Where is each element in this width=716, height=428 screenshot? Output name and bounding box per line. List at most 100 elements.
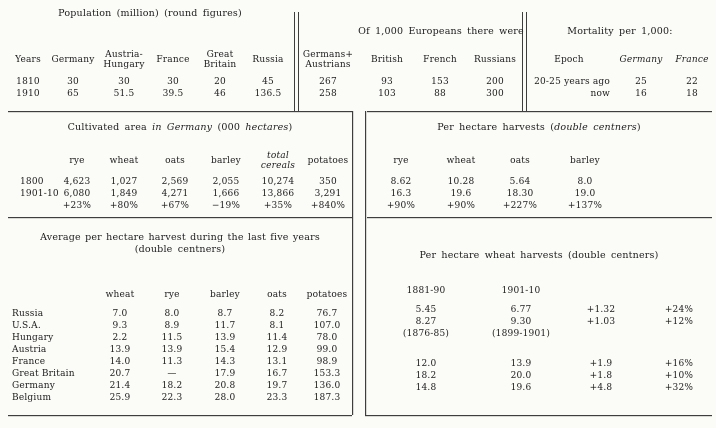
cell: 88 xyxy=(434,89,446,99)
cell: 45 xyxy=(262,77,274,87)
cell: 13.1 xyxy=(266,357,288,367)
cell xyxy=(556,328,646,340)
cell: 19.0 xyxy=(574,189,596,199)
column-header: 1901-10 xyxy=(501,286,541,296)
cell: 4,623 xyxy=(63,177,91,187)
cell: Belgium xyxy=(12,393,52,403)
cell: 30 xyxy=(167,77,179,87)
table-row: 18.2 20.0 +1.8 +10% xyxy=(366,370,712,382)
cell: 7.0 xyxy=(112,309,128,319)
cell: 15.4 xyxy=(214,345,236,355)
cell: 20.7 xyxy=(109,369,131,379)
cell: +840% xyxy=(310,201,346,211)
cell: 10,274 xyxy=(261,177,295,187)
cell: 46 xyxy=(214,89,226,99)
column-header: oats xyxy=(510,156,530,166)
cell: 1901-10 xyxy=(20,189,59,199)
horizontal-rule xyxy=(8,217,352,218)
cell: 16 xyxy=(635,89,647,99)
column-header: wheat xyxy=(109,156,139,166)
cell xyxy=(8,200,56,212)
cell: 16.7 xyxy=(266,369,288,379)
column-header: British xyxy=(370,55,404,65)
column-header: Russians xyxy=(473,55,517,65)
cell: 4,271 xyxy=(161,189,189,199)
cell: 14.8 xyxy=(415,383,437,393)
cell: now xyxy=(590,89,610,99)
cell: 12.0 xyxy=(415,359,437,369)
cell: 16.3 xyxy=(390,189,412,199)
column-header: Epoch xyxy=(554,55,584,65)
cell: 9.30 xyxy=(510,317,532,327)
cell: 20.8 xyxy=(214,381,236,391)
mortality-title: Mortality per 1,000: xyxy=(567,26,673,37)
title-text: ) xyxy=(288,122,293,133)
cell: 11.7 xyxy=(214,321,236,331)
cell: 258 xyxy=(319,89,337,99)
cell: 2.2 xyxy=(112,333,128,343)
header-row: rye wheat oats barley xyxy=(366,146,616,176)
column-header: potatoes xyxy=(307,156,349,166)
column-header: barley xyxy=(210,290,240,300)
table-row: 12.0 13.9 +1.9 +16% xyxy=(366,358,712,370)
double-divider-top-2 xyxy=(522,12,527,111)
cell: 153 xyxy=(431,77,449,87)
column-header: Germany xyxy=(51,55,95,65)
cell: (1876-85) xyxy=(402,329,450,339)
table-row: 258 103 88 300 xyxy=(296,88,524,100)
row-label-spacer xyxy=(8,282,94,308)
column-header: oats xyxy=(267,290,287,300)
cell: 267 xyxy=(319,77,337,87)
population-title: Population (million) (round figures) xyxy=(58,8,242,19)
table-row: Belgium 25.9 22.3 28.0 23.3 187.3 xyxy=(8,392,352,404)
population-section: Population (million) (round figures) Yea… xyxy=(8,0,292,111)
cell: 11.3 xyxy=(161,357,183,367)
column-header: Germany xyxy=(619,55,663,65)
cell: 1910 xyxy=(16,89,40,99)
cell: 8.9 xyxy=(164,321,180,331)
cell: +67% xyxy=(160,201,190,211)
cell: 1810 xyxy=(16,77,40,87)
cell: 13.9 xyxy=(510,359,532,369)
cell: +1.9 xyxy=(589,359,613,369)
cell: 23.3 xyxy=(266,393,288,403)
horizontal-rule xyxy=(8,111,352,112)
table-row: +90% +90% +227% +137% xyxy=(366,200,616,212)
column-header: wheat xyxy=(105,290,135,300)
europeans-table: Germans+ Austrians British French Russia… xyxy=(296,44,524,100)
cell: France xyxy=(12,357,46,367)
cell: 22.3 xyxy=(161,393,183,403)
title-text: Cultivated area xyxy=(67,122,153,133)
cell: +4.8 xyxy=(589,383,613,393)
avg-harvest-section: Average per hectare harvest during the l… xyxy=(8,218,352,415)
cell: 153.3 xyxy=(313,369,341,379)
cell: 30 xyxy=(118,77,130,87)
column-header: rye xyxy=(164,290,180,300)
cell: +1.32 xyxy=(586,305,616,315)
mortality-table: Epoch Germany France 20-25 years ago 25 22… xyxy=(524,44,716,100)
cell: 5.45 xyxy=(415,305,437,315)
column-header: French xyxy=(423,55,457,65)
cell: Austria xyxy=(12,345,47,355)
cell: 13.9 xyxy=(109,345,131,355)
cell: −19% xyxy=(211,201,241,211)
table-row: now 16 18 xyxy=(524,88,716,100)
cell: 8.1 xyxy=(269,321,285,331)
column-header: Russia xyxy=(252,55,284,65)
cell: +16% xyxy=(664,359,694,369)
row-label-spacer xyxy=(8,146,56,176)
cell: +1.03 xyxy=(586,317,616,327)
column-header: oats xyxy=(165,156,185,166)
header-row: Years Germany Austria- Hungary France Gr… xyxy=(8,44,292,76)
europeans-title: Of 1,000 Europeans there were xyxy=(358,26,524,37)
column-header: 1881-90 xyxy=(406,286,446,296)
cell: 25.9 xyxy=(109,393,131,403)
table-row: 1901-10 6,080 1,849 4,271 1,666 13,866 3,291 xyxy=(8,188,352,200)
cell: 98.9 xyxy=(316,357,338,367)
cell: 30 xyxy=(67,77,79,87)
cell: 1,027 xyxy=(110,177,138,187)
cell: 8.0 xyxy=(577,177,593,187)
cell: 18.30 xyxy=(506,189,534,199)
population-table: Years Germany Austria- Hungary France Gr… xyxy=(8,44,292,100)
table-row: Hungary 2.2 11.5 13.9 11.4 78.0 xyxy=(8,332,352,344)
